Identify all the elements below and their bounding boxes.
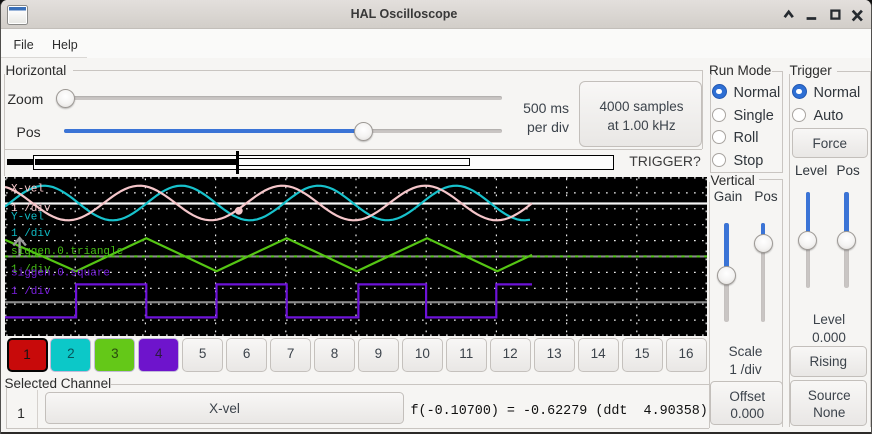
svg-text:Y-vel: Y-vel (11, 212, 44, 224)
svg-text:1 /div: 1 /div (11, 286, 51, 298)
svg-text:1 /div: 1 /div (11, 228, 51, 240)
svg-text:X-vel: X-vel (11, 184, 44, 196)
svg-text:siggen.0.square: siggen.0.square (11, 268, 110, 280)
svg-text:1 /div: 1 /div (11, 203, 51, 215)
svg-text:siggen.0.triangle: siggen.0.triangle (11, 246, 123, 258)
svg-text:1 /div: 1 /div (11, 264, 51, 276)
